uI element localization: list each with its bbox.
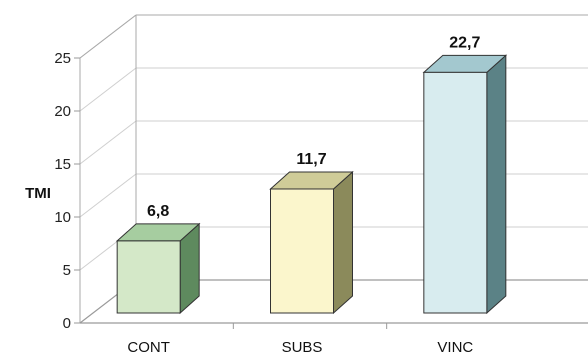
- gridline-wall: [79, 120, 137, 165]
- y-axis-label: TMI: [25, 185, 51, 202]
- y-tick-label: 0: [63, 315, 71, 332]
- bar-cont: [115, 222, 201, 315]
- bars-layer: [115, 54, 508, 315]
- y-tick-label: 25: [54, 50, 71, 67]
- bar-subs: [269, 170, 354, 315]
- bar-front-face: [423, 71, 488, 314]
- y-tick-label: 5: [63, 262, 71, 279]
- y-tick-label: 20: [54, 103, 71, 120]
- x-category-label: SUBS: [282, 339, 323, 356]
- y-tick-label: 15: [54, 156, 71, 173]
- bar-vinc: [422, 54, 508, 315]
- bar-front-face: [270, 188, 334, 314]
- data-label: 22,7: [449, 34, 480, 51]
- x-axis-categories: CONT SUBS VINC: [127, 339, 473, 356]
- y-tick-label: 10: [54, 209, 71, 226]
- x-category-label: VINC: [437, 339, 473, 356]
- x-category-label: CONT: [127, 339, 170, 356]
- data-label: 11,7: [296, 151, 326, 168]
- y-axis-ticks: 0 5 10 15 20 25: [54, 50, 80, 332]
- bar-side-face: [333, 170, 353, 315]
- data-labels: 6,8 11,7 22,7: [147, 34, 480, 220]
- data-label: 6,8: [147, 203, 169, 220]
- top-wall-edge: [79, 14, 137, 59]
- gridline-wall: [79, 67, 137, 112]
- gridline-wall: [79, 173, 137, 218]
- bar-front-face: [116, 240, 181, 314]
- bar-side-face: [486, 54, 507, 315]
